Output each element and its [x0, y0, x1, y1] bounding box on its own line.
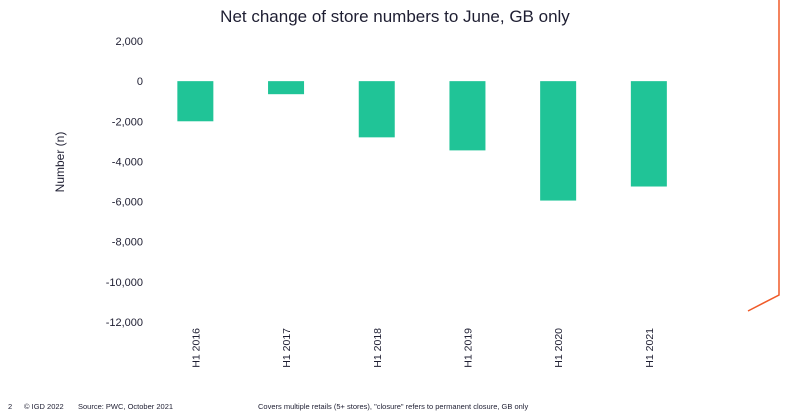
bar: [268, 81, 305, 95]
y-tick-label: -10,000: [106, 277, 143, 289]
x-axis: H1 2016 H1 2017 H1 2018 H1 2019 H1 2020 H1 20…: [190, 328, 655, 368]
x-tick-label: H1 2017: [281, 328, 293, 368]
x-tick-label: H1 2018: [372, 328, 384, 368]
y-axis: 2,000 0 -2,000 -4,000 -6,000 -8,000 -10,000 -12…: [106, 36, 143, 329]
y-tick-label: -6,000: [112, 197, 143, 209]
y-tick-label: -2,000: [112, 116, 143, 128]
bar: [358, 81, 395, 138]
y-tick-label: -8,000: [112, 237, 143, 249]
source-text: Source: PWC, October 2021: [78, 402, 174, 411]
footnote-text: Covers multiple retails (5+ stores), "cl…: [258, 402, 529, 411]
y-tick-label: 0: [137, 76, 143, 88]
bar: [540, 81, 577, 201]
copyright-text: © IGD 2022: [24, 402, 64, 411]
x-tick-label: H1 2019: [462, 328, 474, 368]
bars-group: [177, 81, 667, 201]
x-tick-label: H1 2016: [190, 328, 202, 368]
decorative-accent-line: [747, 0, 780, 312]
page-number: 2: [8, 402, 13, 411]
x-tick-label: H1 2021: [644, 328, 656, 368]
bar: [630, 81, 667, 187]
y-tick-label: -12,000: [106, 317, 143, 329]
bar: [449, 81, 486, 151]
bar: [177, 81, 214, 122]
y-tick-label: -4,000: [112, 156, 143, 168]
x-tick-label: H1 2020: [553, 328, 565, 368]
y-tick-label: 2,000: [115, 36, 143, 48]
chart-title: Net change of store numbers to June, GB …: [220, 7, 570, 26]
y-axis-label: Number (n): [53, 132, 67, 193]
